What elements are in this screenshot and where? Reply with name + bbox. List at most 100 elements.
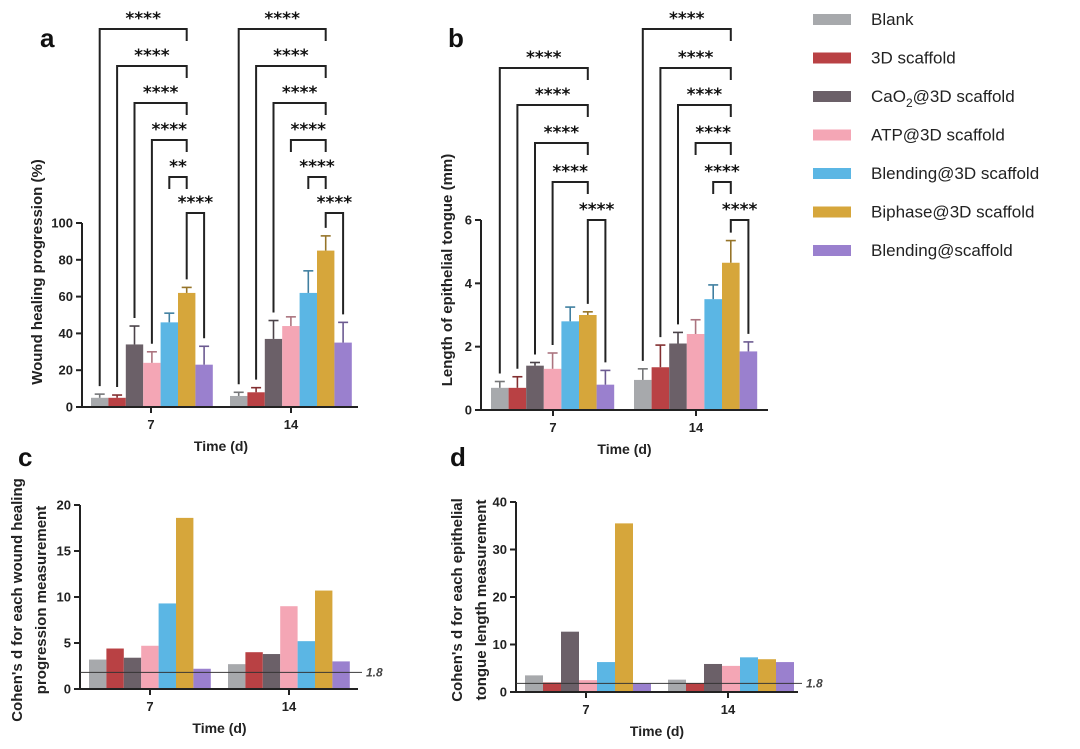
bar-cao2-3d-scaffold-7: [526, 365, 544, 410]
bar-cao2-3d-scaffold-7: [123, 657, 142, 689]
x-axis-title: Time (d): [630, 723, 684, 739]
bracket-line: [116, 65, 188, 388]
legend-item: Blank: [813, 10, 914, 29]
significance-label: ****: [544, 123, 580, 143]
bar-blending-3d-scaffold-14: [740, 657, 758, 692]
bar-blending-3d-scaffold-7: [561, 321, 579, 410]
bar-blending-scaffold-14: [334, 342, 352, 407]
panel-letter-c: c: [18, 442, 32, 472]
bar-biphase-3d-scaffold-14: [758, 659, 776, 692]
y-axis-title: tongue length measurement: [473, 500, 490, 701]
legend-swatch: [813, 245, 851, 256]
bar-3d-scaffold-7: [108, 397, 126, 407]
bar-blending-3d-scaffold-7: [160, 322, 178, 407]
significance-bracket: ****: [255, 46, 327, 380]
x-axis-title: Time (d): [192, 720, 246, 736]
significance-label: **: [169, 157, 187, 177]
significance-label: ****: [704, 162, 740, 182]
bar-biphase-3d-scaffold-14: [722, 262, 740, 410]
legend-swatch: [813, 14, 851, 25]
bar-cao2-3d-scaffold-7: [125, 344, 144, 407]
bar-blending-3d-scaffold-14: [299, 292, 317, 407]
x-tick-label: 14: [284, 417, 299, 432]
y-tick-label: 10: [57, 590, 71, 605]
significance-label: ****: [535, 85, 571, 105]
bar-biphase-3d-scaffold-7: [615, 523, 633, 692]
y-tick-label: 0: [465, 403, 472, 418]
bar-atp-3d-scaffold-14: [686, 334, 705, 410]
y-tick-label: 20: [59, 363, 73, 378]
significance-label: ****: [291, 120, 327, 140]
panel-letter-d: d: [450, 442, 466, 472]
y-tick-label: 4: [465, 276, 473, 291]
legend-item: Biphase@3D scaffold: [813, 203, 1034, 222]
chart-c-cohens-d-wound: 0 5 10 15 20 1.8 7 14 Time (d) Cohen's d for each…: [9, 478, 383, 736]
legend-item: CaO2@3D scaffold: [813, 87, 1015, 110]
significance-bracket: ****: [98, 9, 188, 387]
significance-bracket: ****: [150, 120, 188, 344]
bar-3d-scaffold-7: [106, 648, 124, 689]
bar-3d-scaffold-14: [247, 392, 265, 407]
y-axis-title: Wound healing progression (%): [29, 159, 46, 385]
bracket-line: [324, 212, 345, 315]
y-tick-label: 5: [64, 636, 71, 651]
y-tick-label: 40: [59, 326, 73, 341]
legend-swatch: [813, 52, 851, 64]
y-axis-title: Cohen's d for each epithelial: [449, 498, 466, 702]
legend-label: Blending@scaffold: [871, 241, 1013, 260]
legend: Blank 3D scaffold CaO2@3D scaffold ATP@3D s…: [813, 10, 1039, 260]
y-tick-label: 30: [493, 542, 507, 557]
legend-label: Blank: [871, 10, 914, 29]
significance-bracket: ****: [289, 120, 327, 152]
bar-blending-scaffold-14: [332, 661, 350, 689]
legend-item: Blending@scaffold: [813, 241, 1013, 260]
bar-3d-scaffold-7: [508, 387, 527, 410]
x-tick-label: 7: [549, 420, 556, 435]
panel-letter-b: b: [448, 23, 464, 53]
bracket-line: [98, 28, 188, 387]
significance-label: ****: [695, 123, 731, 143]
bar-blending-3d-scaffold-7: [597, 662, 615, 692]
legend-label: Blending@3D scaffold: [871, 164, 1039, 183]
bar-3d-scaffold-14: [686, 682, 704, 692]
bar-cao2-3d-scaffold-14: [704, 663, 722, 692]
bar-blending-scaffold-7: [596, 384, 615, 410]
significance-label: ****: [317, 193, 353, 213]
bar-cao2-3d-scaffold-14: [264, 338, 283, 407]
significance-label: ****: [579, 200, 615, 220]
legend-swatch: [813, 168, 851, 179]
bar-blending-scaffold-7: [193, 668, 211, 689]
bar-blank-7: [89, 659, 107, 689]
bar-blank-7: [491, 387, 509, 410]
x-tick-label: 7: [147, 417, 154, 432]
bar-cao2-3d-scaffold-7: [561, 631, 579, 692]
y-tick-label: 20: [57, 498, 71, 513]
bracket-line: [534, 142, 589, 355]
chart-d-cohens-d-tongue: 0 10 20 30 40 1.8 7 14 Time (d) Cohen's d for eac…: [449, 495, 823, 740]
bar-biphase-3d-scaffold-14: [317, 250, 335, 407]
y-tick-label: 10: [493, 637, 507, 652]
y-tick-label: 60: [59, 289, 73, 304]
significance-label: ****: [552, 162, 588, 182]
legend-item: ATP@3D scaffold: [813, 126, 1005, 145]
x-axis-title: Time (d): [597, 441, 651, 457]
y-tick-label: 2: [465, 339, 472, 354]
significance-bracket: ****: [551, 162, 589, 345]
bar-atp-3d-scaffold-7: [579, 680, 597, 692]
bar-biphase-3d-scaffold-7: [178, 292, 196, 407]
bar-atp-3d-scaffold-7: [141, 645, 159, 689]
bar-biphase-3d-scaffold-14: [315, 590, 333, 689]
bar-blank-14: [634, 379, 652, 410]
bracket-line: [133, 102, 188, 319]
x-tick-label: 14: [282, 699, 297, 714]
bar-3d-scaffold-14: [245, 652, 263, 689]
bar-blank-14: [668, 679, 686, 692]
bar-blending-3d-scaffold-7: [158, 603, 176, 689]
significance-bracket: ****: [516, 85, 589, 369]
bracket-line: [307, 176, 327, 189]
y-tick-label: 100: [51, 216, 73, 231]
y-tick-label: 0: [66, 400, 73, 415]
chart-b-epithelial-tongue: 0 2 4 6 7 14 Time (d) Length of epithelial tong…: [439, 9, 768, 457]
legend-swatch: [813, 129, 851, 141]
bracket-line: [641, 28, 732, 361]
